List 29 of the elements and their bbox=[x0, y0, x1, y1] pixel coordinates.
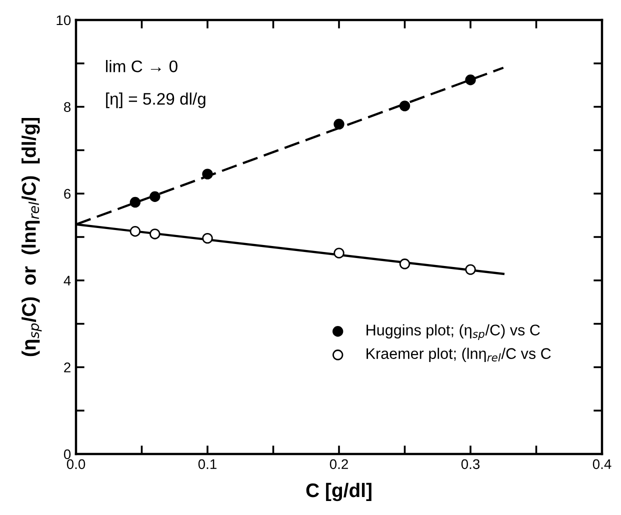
y-tick-label: 2 bbox=[64, 362, 70, 372]
legend-label: Huggins plot; (η$_{sp}$/C) vs C bbox=[366, 324, 540, 340]
x-axis-title: C [g/dl] bbox=[306, 482, 372, 502]
point bbox=[130, 226, 141, 237]
x-tick-label: 0.1 bbox=[198, 459, 216, 470]
x-tick-label: 0.2 bbox=[330, 459, 348, 470]
point bbox=[334, 118, 344, 130]
x-tick-label: 0.4 bbox=[592, 459, 612, 470]
annotation: [η] = 5.29 dl/g bbox=[106, 92, 206, 108]
legend-label: Kraemer plot; (lnη$_{rel}$/C vs C bbox=[366, 348, 551, 362]
y-tick-label: 6 bbox=[64, 188, 71, 199]
point bbox=[150, 191, 160, 202]
point bbox=[130, 196, 141, 208]
point bbox=[399, 258, 410, 270]
point bbox=[399, 100, 410, 112]
point bbox=[202, 168, 213, 180]
y-tick-label: 10 bbox=[56, 15, 71, 26]
annotation: lim C → 0 bbox=[106, 60, 178, 72]
y-tick-label: 4 bbox=[64, 276, 71, 286]
y-tick-label: 0 bbox=[64, 449, 71, 460]
point bbox=[202, 232, 213, 244]
point bbox=[334, 248, 344, 258]
y-axis-title: (η$_{sp}$/C) or (lnη$_{rel}$/C) [dl/g] bbox=[22, 118, 42, 356]
point bbox=[465, 74, 476, 86]
x-tick-label: 0.0 bbox=[66, 459, 86, 470]
y-tick-label: 8 bbox=[64, 102, 71, 112]
point bbox=[465, 264, 476, 275]
x-tick-label: 0.3 bbox=[461, 459, 480, 470]
point bbox=[150, 228, 160, 240]
